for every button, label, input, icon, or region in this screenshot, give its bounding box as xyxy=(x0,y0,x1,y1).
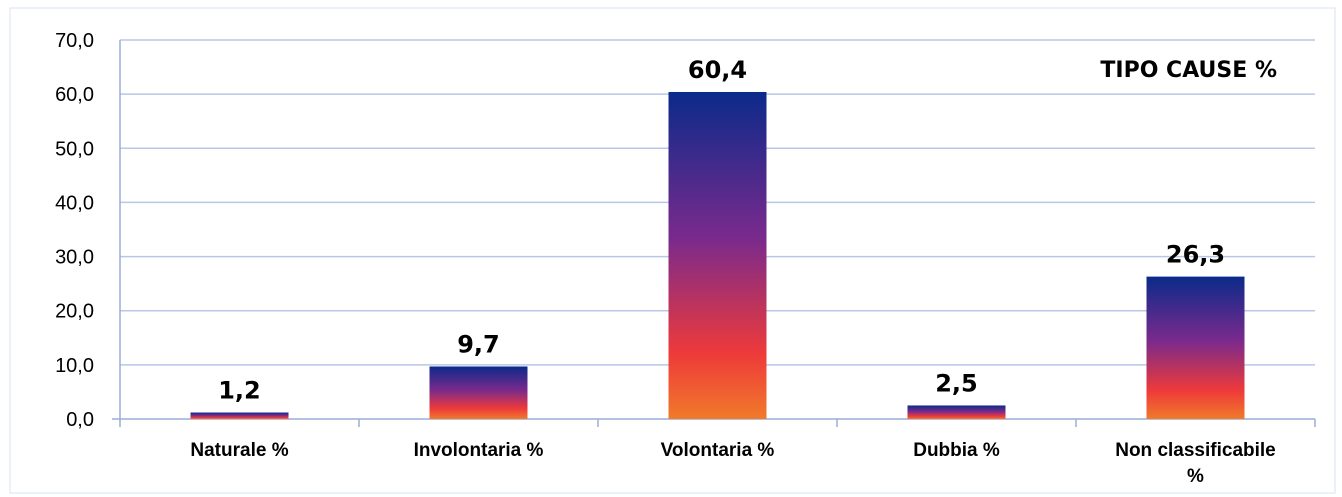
x-tick-label: Non classificabile xyxy=(1115,440,1276,461)
bars xyxy=(190,91,1245,419)
y-tick-label: 0,0 xyxy=(66,409,94,431)
x-tick-label: Naturale % xyxy=(190,440,288,461)
x-tick-label: Dubbia % xyxy=(913,440,1000,461)
data-labels: 1,2 9,7 60,4 2,5 26,3 xyxy=(218,56,1225,405)
y-tick-label: 40,0 xyxy=(55,192,94,214)
y-tick-label: 60,0 xyxy=(55,84,94,106)
y-tick-label: 10,0 xyxy=(55,355,94,377)
bar xyxy=(1146,276,1245,419)
data-label: 9,7 xyxy=(457,330,500,358)
y-tick-label: 50,0 xyxy=(55,138,94,160)
bar xyxy=(429,366,528,419)
gridlines xyxy=(120,39,1315,366)
chart-title: TIPO CAUSE % xyxy=(1100,58,1277,83)
data-label: 2,5 xyxy=(935,369,978,397)
bar xyxy=(190,412,289,419)
y-tick-labels: 0,0 10,0 20,0 30,0 40,0 50,0 60,0 70,0 xyxy=(55,30,94,431)
bar xyxy=(907,405,1006,419)
data-label: 60,4 xyxy=(688,56,747,84)
data-label: 1,2 xyxy=(218,377,261,405)
x-tick-labels: Naturale % Involontaria % Volontaria % Dubb… xyxy=(190,440,1275,487)
x-tick-label: % xyxy=(1187,466,1204,487)
plot-border xyxy=(9,7,1336,494)
x-tick-label: Involontaria % xyxy=(414,440,544,461)
y-tick-label: 30,0 xyxy=(55,247,94,269)
y-tick-label: 20,0 xyxy=(55,301,94,323)
bar xyxy=(668,91,767,419)
x-tick-label: Volontaria % xyxy=(661,440,775,461)
y-tick-label: 70,0 xyxy=(55,30,94,52)
data-label: 26,3 xyxy=(1166,241,1225,269)
